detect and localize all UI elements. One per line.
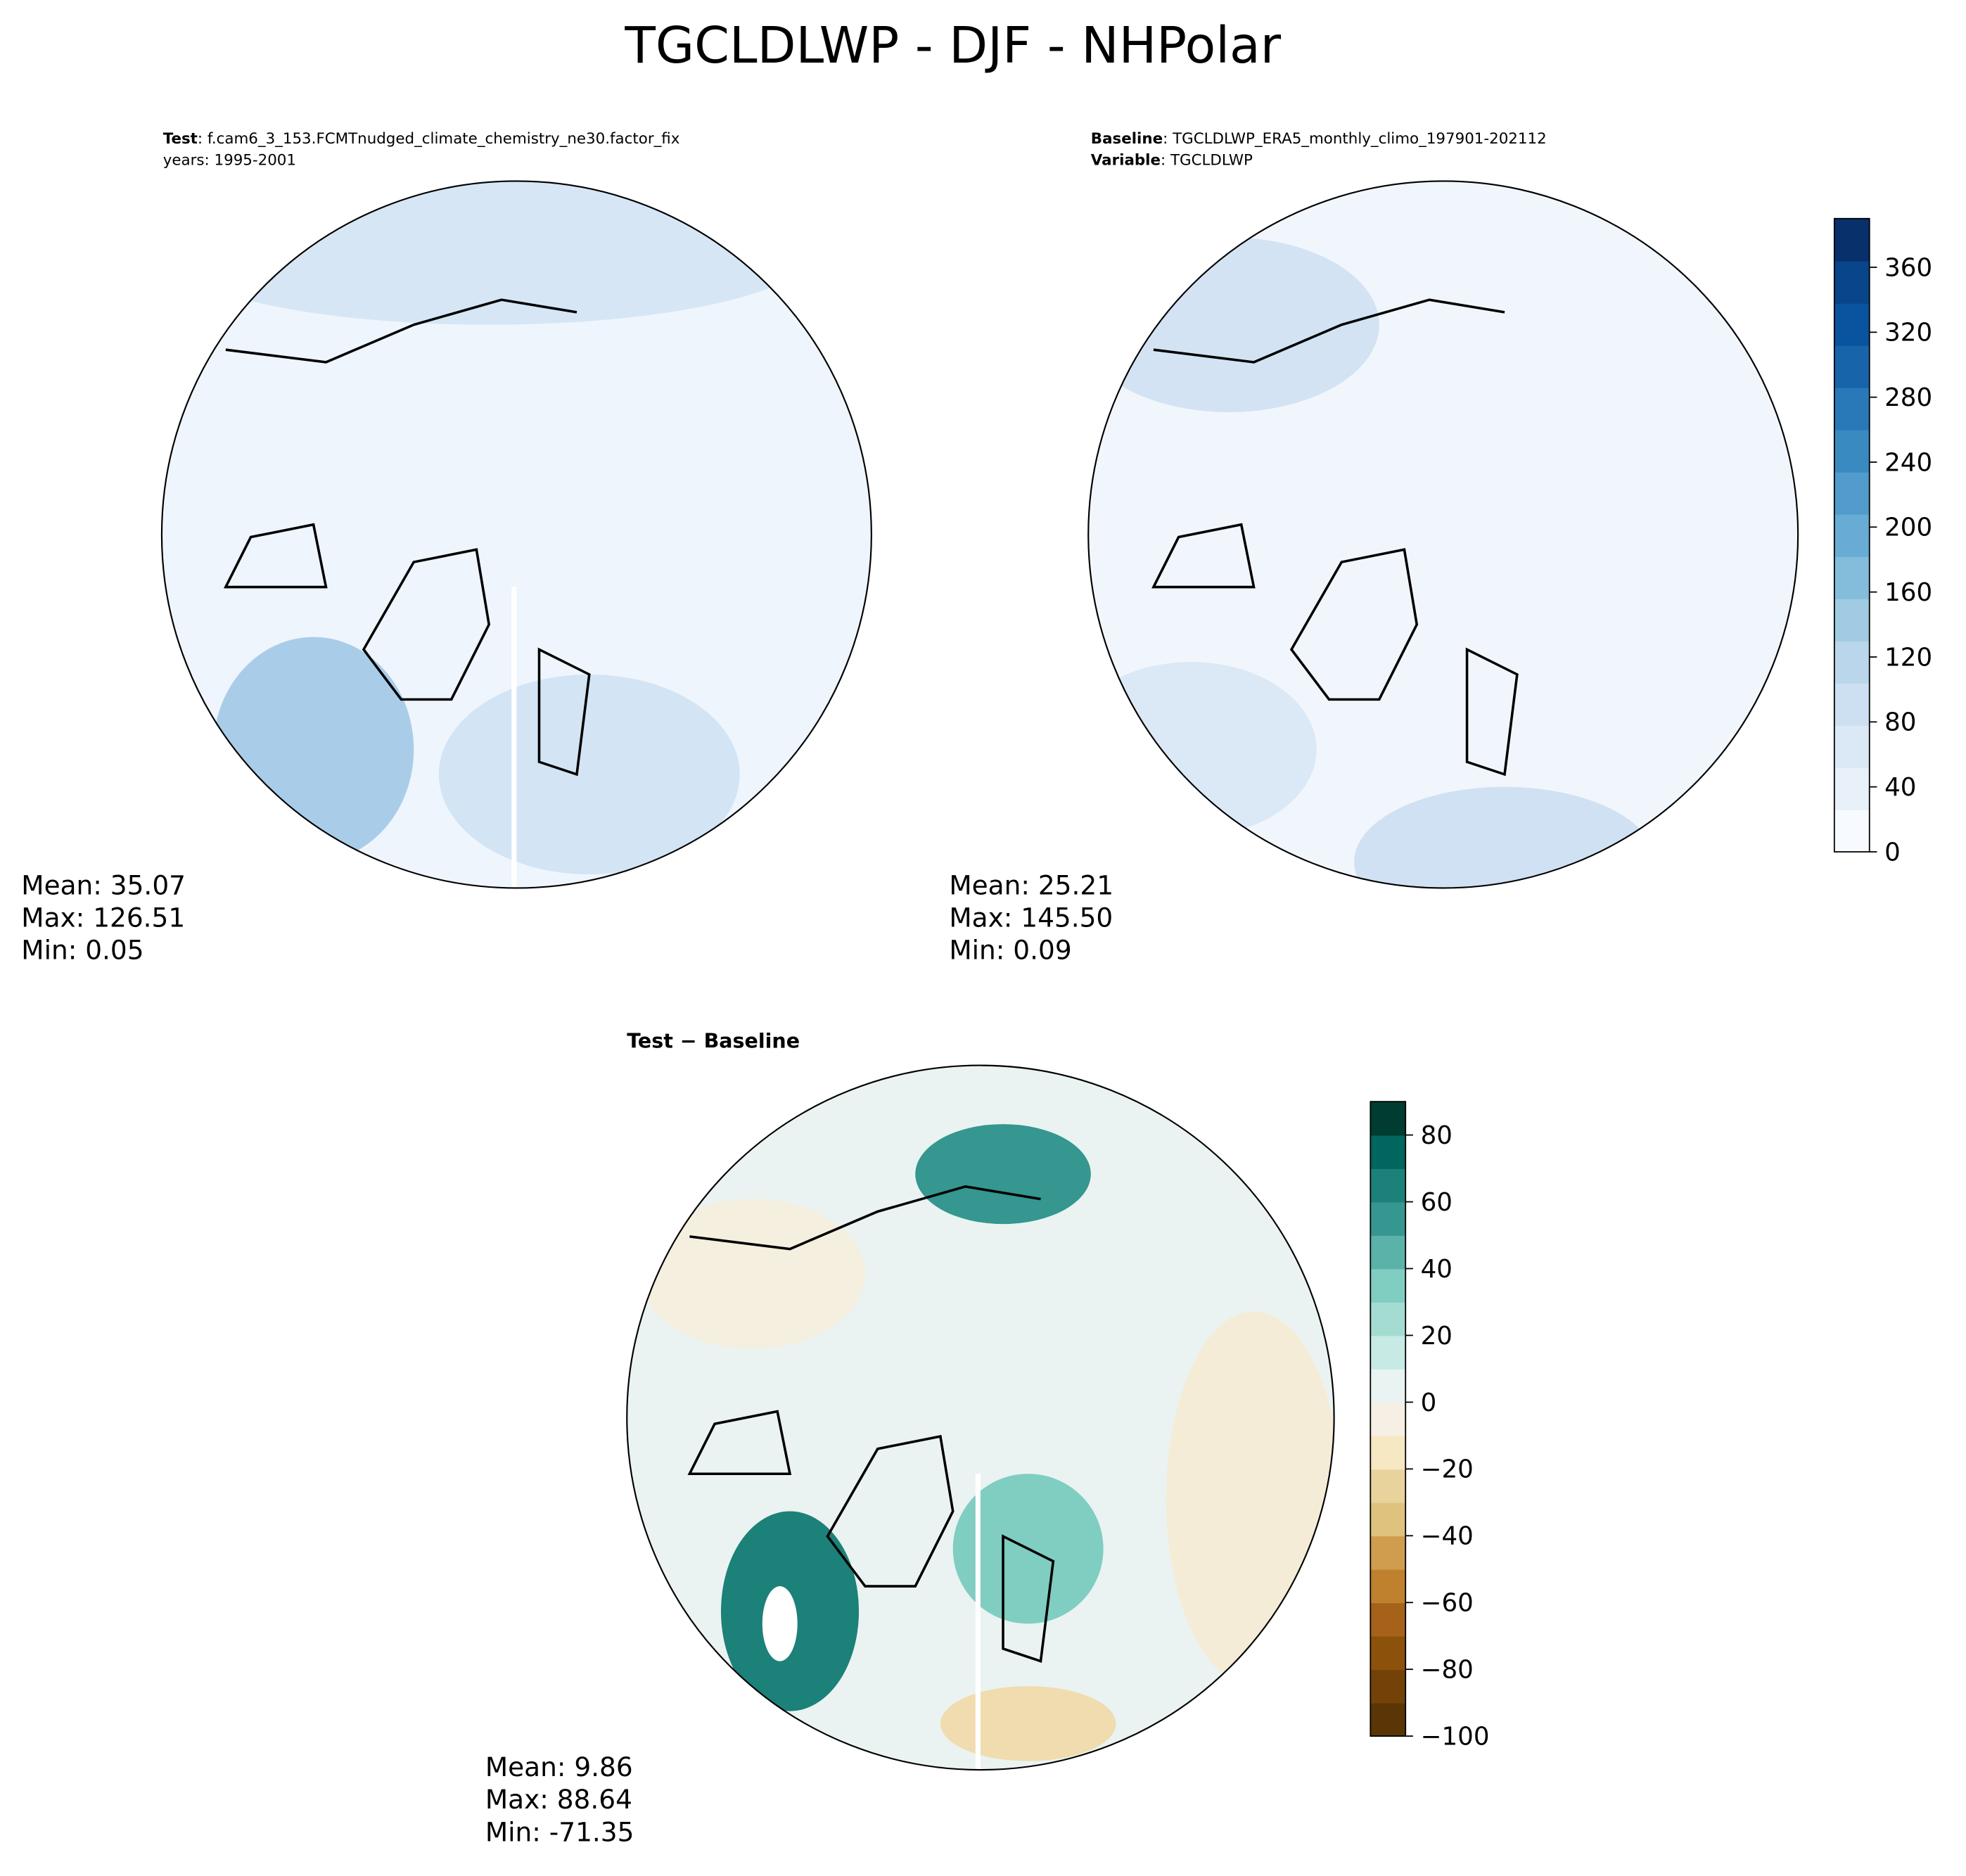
colorbar-tick-label: 80 xyxy=(1884,708,1916,737)
colorbar-frame xyxy=(1833,217,1870,853)
colorbar-tick-label: 0 xyxy=(1421,1389,1437,1417)
panel-header: Baseline: TGCLDLWP_ERA5_monthly_climo_19… xyxy=(1091,130,1547,148)
colorbar-band xyxy=(1370,1201,1406,1236)
map-baseline xyxy=(1087,180,1799,889)
colorbar-tick-label: 200 xyxy=(1884,513,1932,542)
colorbar-tick-label: −80 xyxy=(1421,1656,1474,1685)
header-label: Baseline xyxy=(1091,130,1163,148)
colorbar-band xyxy=(1834,345,1870,388)
colorbar-band xyxy=(1370,1702,1406,1737)
colorbar-band xyxy=(1370,1569,1406,1604)
stat-line: Min: -71.35 xyxy=(485,1816,634,1847)
panel-header: years: 1995-2001 xyxy=(163,151,296,169)
figure-title: TGCLDLWP - DJF - NHPolar xyxy=(624,16,1281,75)
colorbar-tick-label: 240 xyxy=(1884,448,1932,477)
colorbar-band xyxy=(1370,1435,1406,1470)
colorbar-tick-label: 280 xyxy=(1884,383,1932,412)
colorbar-band xyxy=(1834,809,1870,853)
colorbar-band xyxy=(1370,1602,1406,1637)
colorbar-band xyxy=(1834,598,1870,642)
colorbar-band xyxy=(1834,302,1870,346)
colorbar-band xyxy=(1370,1335,1406,1370)
colorbar-band xyxy=(1370,1135,1406,1169)
colorbar-band xyxy=(1370,1669,1406,1704)
colorbar-tick-label: 40 xyxy=(1884,773,1916,802)
map-test xyxy=(160,180,872,889)
colorbar-frame xyxy=(1370,1101,1407,1737)
panel-header: Variable: TGCLDLWP xyxy=(1091,151,1253,169)
colorbar-band xyxy=(1834,260,1870,304)
header-label: Variable xyxy=(1091,151,1161,169)
colorbar-band xyxy=(1370,1402,1406,1436)
stat-line: Max: 88.64 xyxy=(485,1784,632,1815)
stat-line: Min: 0.09 xyxy=(949,935,1071,966)
colorbar-band xyxy=(1370,1301,1406,1336)
panel-header: Test − Baseline xyxy=(627,1030,800,1053)
header-text: years: 1995-2001 xyxy=(163,151,296,169)
colorbar-tick-label: 320 xyxy=(1884,319,1932,347)
colorbar-band xyxy=(1834,387,1870,430)
colorbar-band xyxy=(1834,218,1870,262)
stat-line: Mean: 35.07 xyxy=(21,869,186,900)
colorbar-band xyxy=(1834,429,1870,473)
header-text: : TGCLDLWP_ERA5_monthly_climo_197901-202… xyxy=(1163,130,1547,148)
stat-line: Mean: 25.21 xyxy=(949,869,1113,900)
colorbar-band xyxy=(1834,640,1870,684)
colorbar-band xyxy=(1370,1635,1406,1671)
colorbar-band xyxy=(1834,556,1870,599)
panel-header: Test: f.cam6_3_153.FCMTnudged_climate_ch… xyxy=(163,130,680,148)
map-difference xyxy=(626,1064,1335,1771)
colorbar-tick-label: −100 xyxy=(1421,1723,1490,1751)
colorbar-tick-label: −40 xyxy=(1421,1522,1474,1551)
colorbar-tick-label: 60 xyxy=(1421,1188,1453,1217)
colorbar-tick-label: 0 xyxy=(1884,838,1901,867)
stat-line: Max: 126.51 xyxy=(21,902,185,933)
colorbar-band xyxy=(1834,682,1870,726)
colorbar-tick-label: 40 xyxy=(1421,1255,1453,1284)
colorbar-tick-label: −20 xyxy=(1421,1455,1474,1484)
colorbar-band xyxy=(1370,1235,1406,1270)
stat-line: Max: 145.50 xyxy=(949,902,1113,933)
colorbar-band xyxy=(1370,1168,1406,1203)
colorbar-band xyxy=(1370,1536,1406,1570)
colorbar-tick-label: −60 xyxy=(1421,1589,1474,1618)
stat-line: Min: 0.05 xyxy=(21,935,143,966)
colorbar-band xyxy=(1834,767,1870,810)
colorbar-band xyxy=(1834,471,1870,515)
colorbar-band xyxy=(1370,1502,1406,1537)
colorbar-tick-label: 80 xyxy=(1421,1121,1453,1150)
header-text: : f.cam6_3_153.FCMTnudged_climate_chemis… xyxy=(198,130,680,148)
colorbar-band xyxy=(1370,1368,1406,1403)
header-text: : TGCLDLWP xyxy=(1161,151,1253,169)
colorbar-band xyxy=(1834,725,1870,768)
header-label: Test − Baseline xyxy=(627,1030,800,1053)
colorbar-band xyxy=(1370,1469,1406,1503)
colorbar-band xyxy=(1834,513,1870,557)
colorbar-tick-label: 120 xyxy=(1884,643,1932,672)
colorbar-band xyxy=(1370,1102,1406,1136)
header-label: Test xyxy=(163,130,198,148)
colorbar-tick-label: 160 xyxy=(1884,578,1932,607)
colorbar-band xyxy=(1370,1268,1406,1303)
colorbar-tick-label: 20 xyxy=(1421,1322,1453,1351)
stat-line: Mean: 9.86 xyxy=(485,1751,633,1782)
colorbar-tick-label: 360 xyxy=(1884,253,1932,282)
